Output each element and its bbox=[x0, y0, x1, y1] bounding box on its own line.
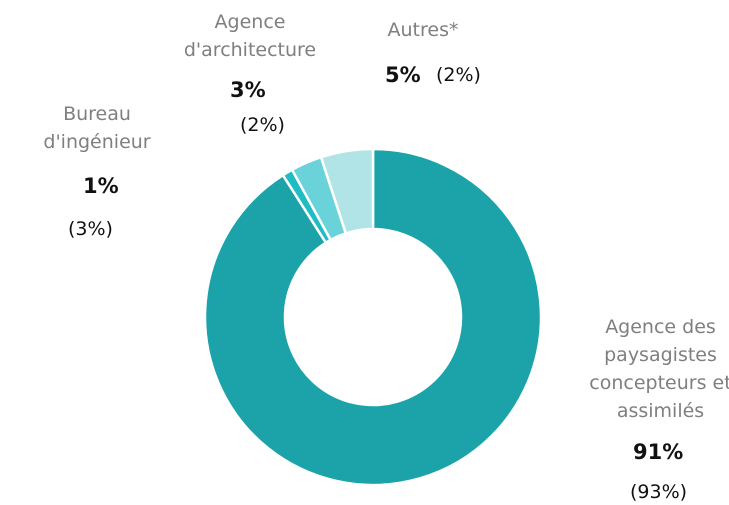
previous-label: (2%) bbox=[436, 64, 481, 86]
donut-segment bbox=[203, 147, 543, 487]
category-label: Autres* bbox=[387, 19, 459, 41]
value-label: 3% bbox=[230, 78, 266, 102]
category-label: Agence des paysagistes concepteurs et as… bbox=[589, 316, 729, 422]
previous-label: (3%) bbox=[68, 218, 113, 240]
value-label: 5% bbox=[385, 63, 421, 87]
previous-label: (93%) bbox=[630, 481, 688, 503]
value-label: 1% bbox=[83, 174, 119, 198]
category-label: Agence d'architecture bbox=[183, 11, 317, 61]
category-label: Bureau d'ingénieur bbox=[43, 103, 151, 153]
value-label: 91% bbox=[633, 440, 684, 464]
donut-segment bbox=[319, 147, 375, 235]
previous-label: (2%) bbox=[240, 114, 285, 136]
